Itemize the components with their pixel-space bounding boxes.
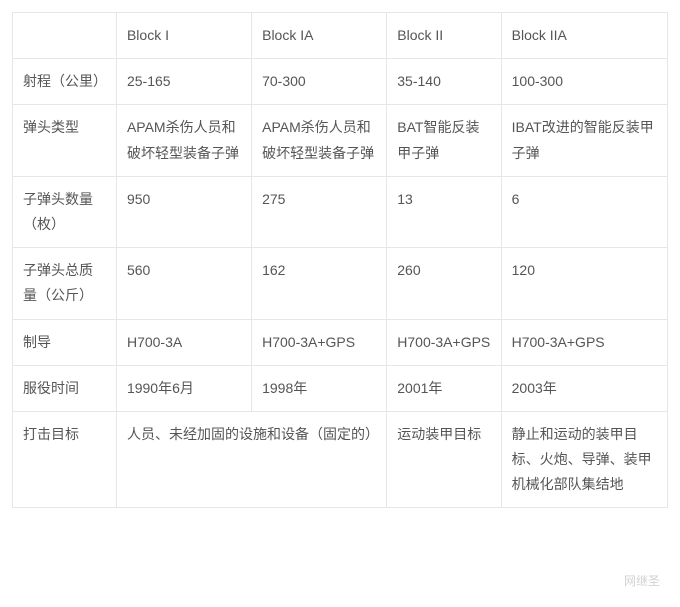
cell: 人员、未经加固的设施和设备（固定的）	[116, 411, 386, 508]
table-row: 子弹头总质量（公斤） 560 162 260 120	[13, 248, 668, 319]
header-block-iia: Block IIA	[501, 13, 667, 59]
table-row: 弹头类型 APAM杀伤人员和破坏轻型装备子弹 APAM杀伤人员和破坏轻型装备子弹…	[13, 105, 668, 176]
watermark-text: 网继圣	[624, 572, 660, 589]
cell: 25-165	[116, 59, 251, 105]
cell: 35-140	[387, 59, 501, 105]
cell: 1990年6月	[116, 365, 251, 411]
cell: IBAT改进的智能反装甲子弹	[501, 105, 667, 176]
cell: H700-3A+GPS	[387, 319, 501, 365]
header-block-ii: Block II	[387, 13, 501, 59]
cell: 162	[252, 248, 387, 319]
row-label: 子弹头数量（枚）	[13, 176, 117, 247]
header-block-ia: Block IA	[252, 13, 387, 59]
cell: 260	[387, 248, 501, 319]
row-label: 制导	[13, 319, 117, 365]
comparison-table: Block I Block IA Block II Block IIA 射程（公…	[12, 12, 668, 508]
table-row: 子弹头数量（枚） 950 275 13 6	[13, 176, 668, 247]
cell: 950	[116, 176, 251, 247]
table-row: 服役时间 1990年6月 1998年 2001年 2003年	[13, 365, 668, 411]
cell: H700-3A+GPS	[252, 319, 387, 365]
header-blank	[13, 13, 117, 59]
cell: BAT智能反装甲子弹	[387, 105, 501, 176]
cell: APAM杀伤人员和破坏轻型装备子弹	[252, 105, 387, 176]
table-body: 射程（公里） 25-165 70-300 35-140 100-300 弹头类型…	[13, 59, 668, 508]
cell: 13	[387, 176, 501, 247]
cell: APAM杀伤人员和破坏轻型装备子弹	[116, 105, 251, 176]
cell: 560	[116, 248, 251, 319]
header-block-i: Block I	[116, 13, 251, 59]
row-label: 射程（公里）	[13, 59, 117, 105]
cell: 静止和运动的装甲目标、火炮、导弹、装甲机械化部队集结地	[501, 411, 667, 508]
cell: 运动装甲目标	[387, 411, 501, 508]
cell: 1998年	[252, 365, 387, 411]
row-label: 打击目标	[13, 411, 117, 508]
cell: 2003年	[501, 365, 667, 411]
cell: H700-3A	[116, 319, 251, 365]
table-header-row: Block I Block IA Block II Block IIA	[13, 13, 668, 59]
row-label: 子弹头总质量（公斤）	[13, 248, 117, 319]
cell: H700-3A+GPS	[501, 319, 667, 365]
table-row: 打击目标 人员、未经加固的设施和设备（固定的） 运动装甲目标 静止和运动的装甲目…	[13, 411, 668, 508]
table-row: 射程（公里） 25-165 70-300 35-140 100-300	[13, 59, 668, 105]
row-label: 服役时间	[13, 365, 117, 411]
cell: 70-300	[252, 59, 387, 105]
table-row: 制导 H700-3A H700-3A+GPS H700-3A+GPS H700-…	[13, 319, 668, 365]
cell: 275	[252, 176, 387, 247]
cell: 120	[501, 248, 667, 319]
cell: 100-300	[501, 59, 667, 105]
cell: 6	[501, 176, 667, 247]
row-label: 弹头类型	[13, 105, 117, 176]
cell: 2001年	[387, 365, 501, 411]
